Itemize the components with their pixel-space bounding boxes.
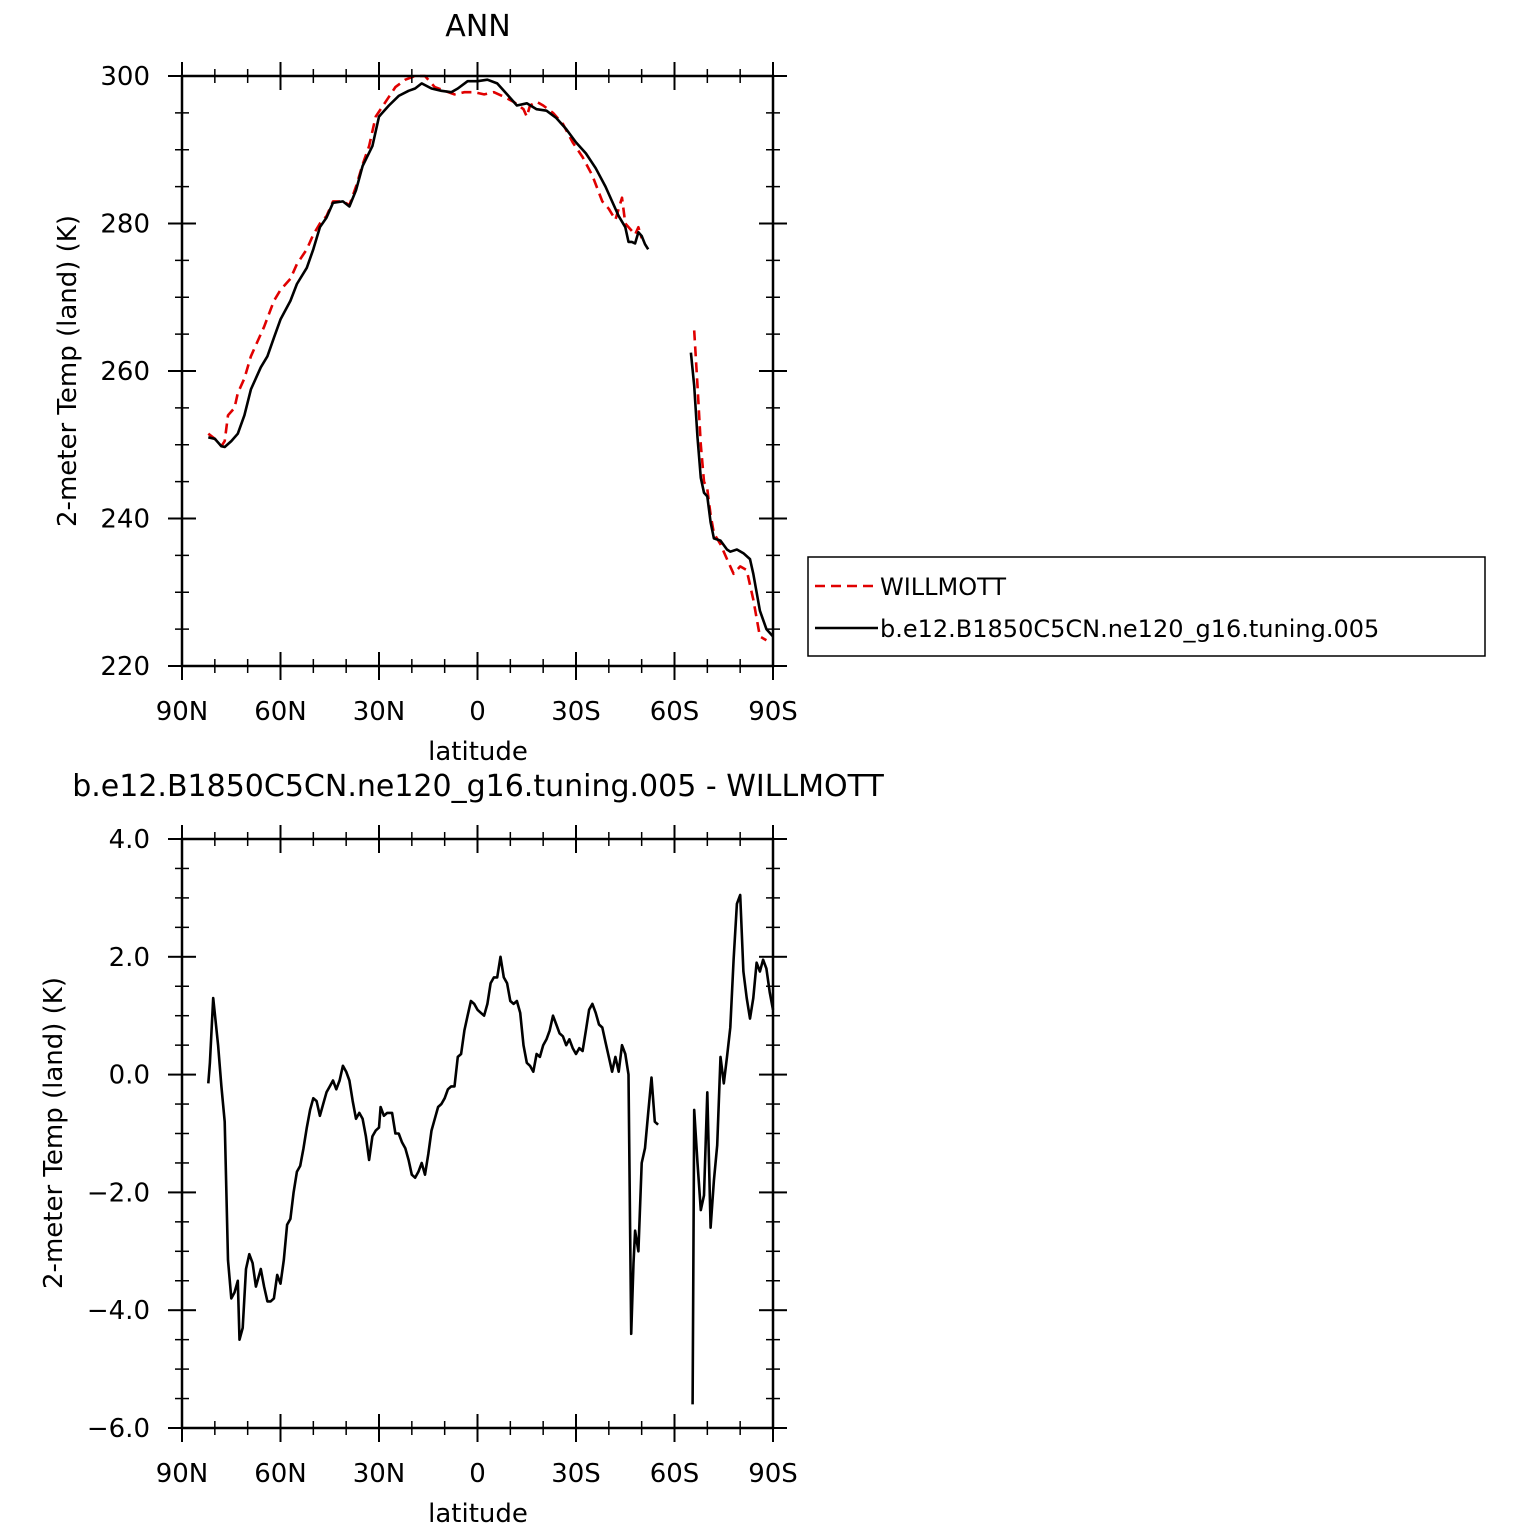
top-x-tick-label: 30S	[551, 697, 601, 727]
top-y-tick-label: 260	[100, 357, 150, 387]
legend-box	[807, 556, 1486, 657]
bottom-y-tick-label: −4.0	[87, 1296, 150, 1326]
top-series-willmott-line-segment-0	[207, 74, 643, 448]
top-x-tick-label: 60N	[254, 697, 307, 727]
bottom-y-tick-label: 4.0	[109, 825, 150, 855]
bottom-y-tick-label: 2.0	[109, 943, 150, 973]
bottom-panel: b.e12.B1850C5CN.ne120_g16.tuning.005 - W…	[39, 769, 884, 1529]
bottom-series-model-line-segment-1	[691, 893, 775, 1405]
bottom-x-tick-label: 0	[469, 1459, 486, 1489]
bottom-y-axis-label: 2-meter Temp (land) (K)	[39, 977, 69, 1289]
bottom-series-model-line-segment-0	[207, 955, 659, 1341]
bottom-y-tick-label: 0.0	[109, 1061, 150, 1091]
top-plot-frame	[180, 74, 775, 668]
legend-label-willmott: WILLMOTT	[880, 573, 1006, 601]
top-x-tick-label: 60S	[650, 697, 700, 727]
bottom-x-tick-label: 60S	[650, 1459, 700, 1489]
top-x-tick-label: 30N	[353, 697, 406, 727]
bottom-y-tick-label: −2.0	[87, 1178, 150, 1208]
bottom-x-tick-label: 30N	[353, 1459, 406, 1489]
bottom-x-axis-label: latitude	[428, 1499, 528, 1529]
bottom-x-tick-label: 90N	[156, 1459, 209, 1489]
bottom-x-tick-label: 90S	[748, 1459, 798, 1489]
bottom-x-tick-label: 30S	[551, 1459, 601, 1489]
bottom-plot-frame	[180, 837, 775, 1430]
bottom-chart-title: b.e12.B1850C5CN.ne120_g16.tuning.005 - W…	[72, 769, 884, 804]
top-x-tick-label: 90N	[156, 697, 209, 727]
top-x-tick-label: 0	[469, 697, 486, 727]
top-y-tick-label: 240	[100, 505, 150, 535]
top-x-axis-label: latitude	[428, 737, 528, 767]
bottom-y-tick-label: −6.0	[87, 1414, 150, 1444]
top-y-tick-label: 280	[100, 210, 150, 240]
top-y-tick-label: 220	[100, 652, 150, 682]
bottom-x-tick-label: 60N	[254, 1459, 307, 1489]
top-series-model-line-segment-0	[208, 78, 650, 449]
top-chart-title: ANN	[445, 9, 510, 44]
top-panel: ANN 90N 60N 30N 0 30S 60S 90S 220 240 260 280 300 l…	[53, 9, 798, 767]
top-y-axis-label: 2-meter Temp (land) (K)	[53, 215, 83, 527]
top-series-willmott-line-segment-1	[692, 330, 768, 642]
legend: WILLMOTT b.e12.B1850C5CN.ne120_g16.tunin…	[807, 556, 1486, 657]
legend-label-model: b.e12.B1850C5CN.ne120_g16.tuning.005	[880, 615, 1379, 643]
top-x-tick-label: 90S	[748, 697, 798, 727]
top-y-tick-label: 300	[100, 62, 150, 92]
top-series-model-line-segment-1	[689, 352, 774, 638]
